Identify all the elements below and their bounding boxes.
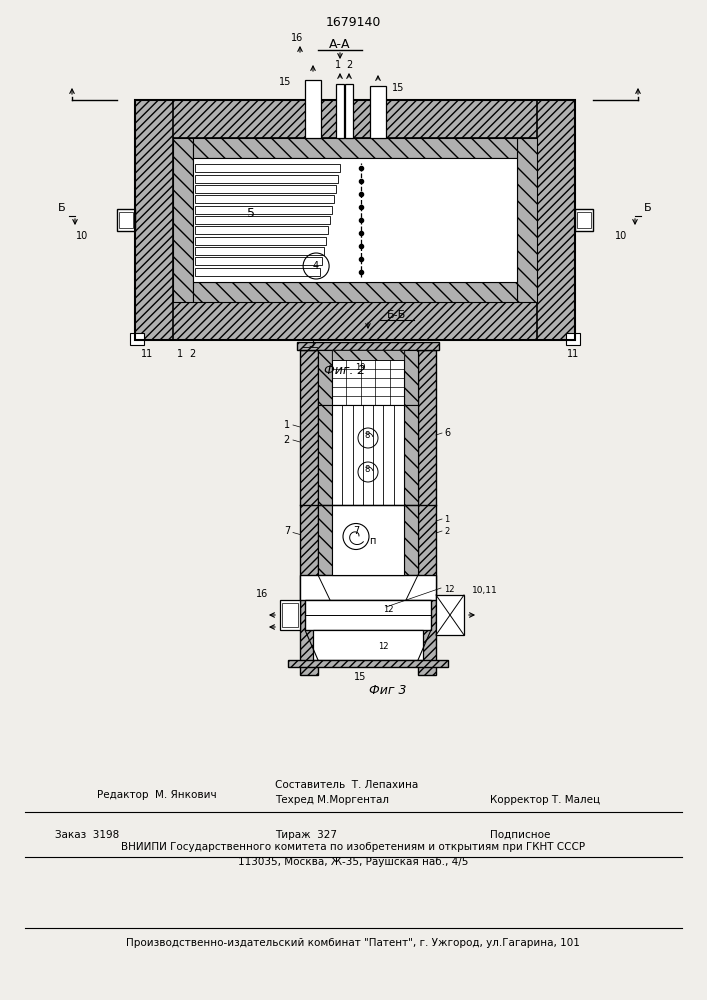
Text: 11: 11 (141, 349, 153, 359)
Bar (288, 660, 448, 667)
Text: 1: 1 (444, 514, 449, 524)
Text: 11: 11 (567, 349, 579, 359)
Text: 19: 19 (356, 363, 366, 372)
Text: Фиг. 2: Фиг. 2 (325, 363, 366, 376)
Text: 8: 8 (364, 466, 370, 475)
Bar (193, 282, 517, 302)
Bar (332, 505, 404, 575)
Bar (517, 138, 537, 302)
Text: Составитель  Т. Лепахина: Составитель Т. Лепахина (275, 780, 419, 790)
Text: Б-Б: Б-Б (386, 310, 406, 320)
Bar (135, 302, 575, 340)
Bar (195, 175, 338, 183)
Bar (418, 350, 436, 675)
Text: 10,11: 10,11 (472, 586, 498, 595)
Text: п: п (369, 536, 375, 546)
Bar (404, 350, 418, 405)
Bar (345, 84, 353, 138)
Text: 1: 1 (284, 420, 290, 430)
Text: А-А: А-А (329, 38, 351, 51)
Text: 1679140: 1679140 (325, 15, 380, 28)
Bar (130, 333, 144, 345)
Bar (135, 100, 575, 138)
Text: 3: 3 (308, 339, 314, 349)
Bar (332, 350, 404, 405)
Text: 16: 16 (256, 589, 268, 599)
Bar (195, 257, 322, 265)
Text: 12: 12 (378, 642, 388, 651)
Text: 1: 1 (177, 349, 183, 359)
Bar (300, 575, 436, 600)
Bar (300, 350, 318, 675)
Text: 2: 2 (444, 526, 449, 536)
Text: 10: 10 (76, 231, 88, 241)
Text: 5: 5 (247, 207, 255, 220)
Bar (195, 164, 340, 172)
Bar (195, 206, 332, 214)
Text: Производственно-издательский комбинат "Патент", г. Ужгород, ул.Гагарина, 101: Производственно-издательский комбинат "П… (126, 938, 580, 948)
Bar (577, 212, 591, 228)
Bar (195, 237, 326, 245)
Text: 8: 8 (364, 432, 370, 440)
Bar (193, 158, 517, 282)
Text: 6: 6 (444, 428, 450, 438)
Text: 15: 15 (354, 672, 366, 682)
Text: 2: 2 (189, 349, 195, 359)
Text: 12: 12 (382, 604, 393, 613)
Bar (318, 405, 332, 505)
Text: Б: Б (58, 203, 66, 213)
Bar (195, 216, 330, 224)
Bar (404, 405, 418, 505)
Bar (575, 209, 593, 231)
Text: 7: 7 (284, 526, 290, 536)
Bar (313, 630, 423, 660)
Bar (297, 342, 439, 350)
Text: 1: 1 (335, 60, 341, 70)
Text: 113035, Москва, Ж-35, Раушская наб., 4/5: 113035, Москва, Ж-35, Раушская наб., 4/5 (238, 857, 468, 867)
Text: Редактор  М. Янкович: Редактор М. Янкович (97, 790, 216, 800)
Bar (305, 80, 321, 138)
Text: Тираж  327: Тираж 327 (275, 830, 337, 840)
Text: Б: Б (644, 203, 652, 213)
Text: 10: 10 (615, 231, 627, 241)
Text: 2: 2 (284, 435, 290, 445)
Text: Подписное: Подписное (490, 830, 550, 840)
Bar (193, 138, 517, 158)
Bar (195, 247, 324, 255)
Bar (135, 100, 575, 340)
Bar (195, 185, 336, 193)
Text: 15: 15 (392, 83, 404, 93)
Text: Заказ  3198: Заказ 3198 (55, 830, 119, 840)
Bar (195, 268, 320, 276)
Bar (436, 595, 464, 635)
Bar (305, 600, 431, 630)
Text: Фиг 3: Фиг 3 (369, 684, 407, 698)
Bar (370, 86, 386, 138)
Bar (566, 333, 580, 345)
Text: 4: 4 (313, 261, 319, 271)
Text: Корректор Т. Малец: Корректор Т. Малец (490, 795, 600, 805)
Bar (195, 195, 334, 203)
Text: 12: 12 (444, 585, 455, 594)
Bar (336, 84, 344, 138)
Text: Техред М.Моргентал: Техред М.Моргентал (275, 795, 389, 805)
Bar (537, 100, 575, 340)
Bar (318, 350, 332, 405)
Bar (332, 350, 404, 360)
Text: 15: 15 (279, 77, 291, 87)
Bar (173, 138, 193, 302)
Text: ВНИИПИ Государственного комитета по изобретениям и открытиям при ГКНТ СССР: ВНИИПИ Государственного комитета по изоб… (121, 842, 585, 852)
Text: 2: 2 (346, 60, 352, 70)
Text: 7: 7 (353, 526, 359, 536)
Bar (195, 226, 328, 234)
Bar (404, 505, 418, 575)
Bar (117, 209, 135, 231)
Bar (280, 600, 300, 630)
Text: 16: 16 (291, 33, 303, 43)
Bar (318, 505, 332, 575)
Bar (119, 212, 133, 228)
Bar (135, 100, 173, 340)
Bar (282, 603, 298, 627)
Bar (332, 405, 404, 505)
